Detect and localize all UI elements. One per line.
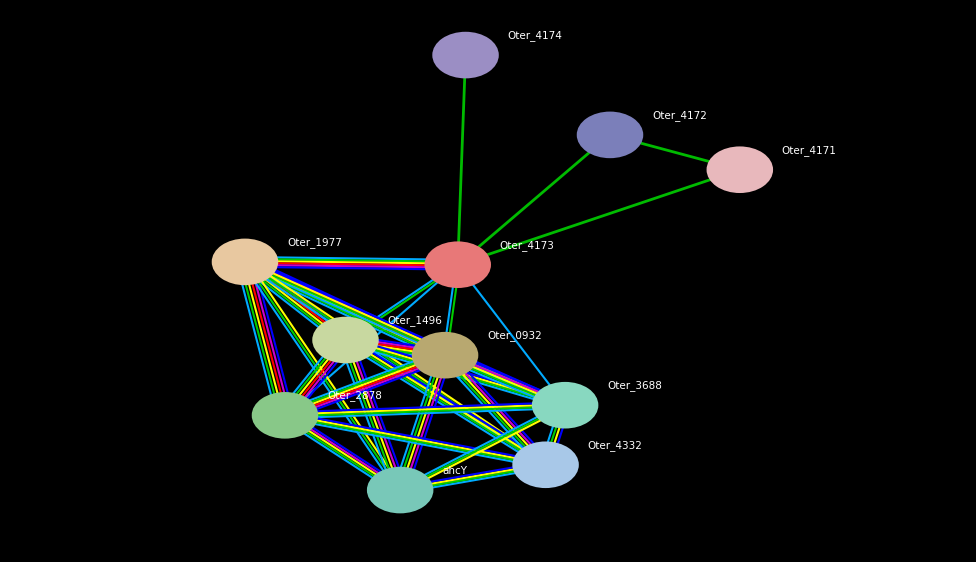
Text: Oter_1496: Oter_1496 [387, 315, 442, 326]
Text: Oter_0932: Oter_0932 [487, 330, 542, 341]
Ellipse shape [513, 442, 578, 487]
Ellipse shape [533, 383, 597, 428]
Ellipse shape [426, 242, 490, 287]
Text: Oter_4174: Oter_4174 [508, 30, 562, 41]
Text: ahcY: ahcY [442, 466, 468, 476]
Text: Oter_4171: Oter_4171 [782, 145, 836, 156]
Ellipse shape [433, 33, 498, 78]
Ellipse shape [578, 112, 642, 157]
Ellipse shape [368, 468, 432, 513]
Text: Oter_1977: Oter_1977 [287, 237, 342, 248]
Text: Oter_4332: Oter_4332 [588, 440, 642, 451]
Ellipse shape [213, 239, 277, 284]
Ellipse shape [253, 393, 317, 438]
Text: Oter_4173: Oter_4173 [500, 240, 554, 251]
Text: Oter_3688: Oter_3688 [607, 380, 662, 391]
Ellipse shape [413, 333, 477, 378]
Text: Oter_2878: Oter_2878 [327, 391, 382, 401]
Text: Oter_4172: Oter_4172 [652, 110, 707, 121]
Ellipse shape [708, 147, 772, 192]
Ellipse shape [313, 318, 378, 362]
